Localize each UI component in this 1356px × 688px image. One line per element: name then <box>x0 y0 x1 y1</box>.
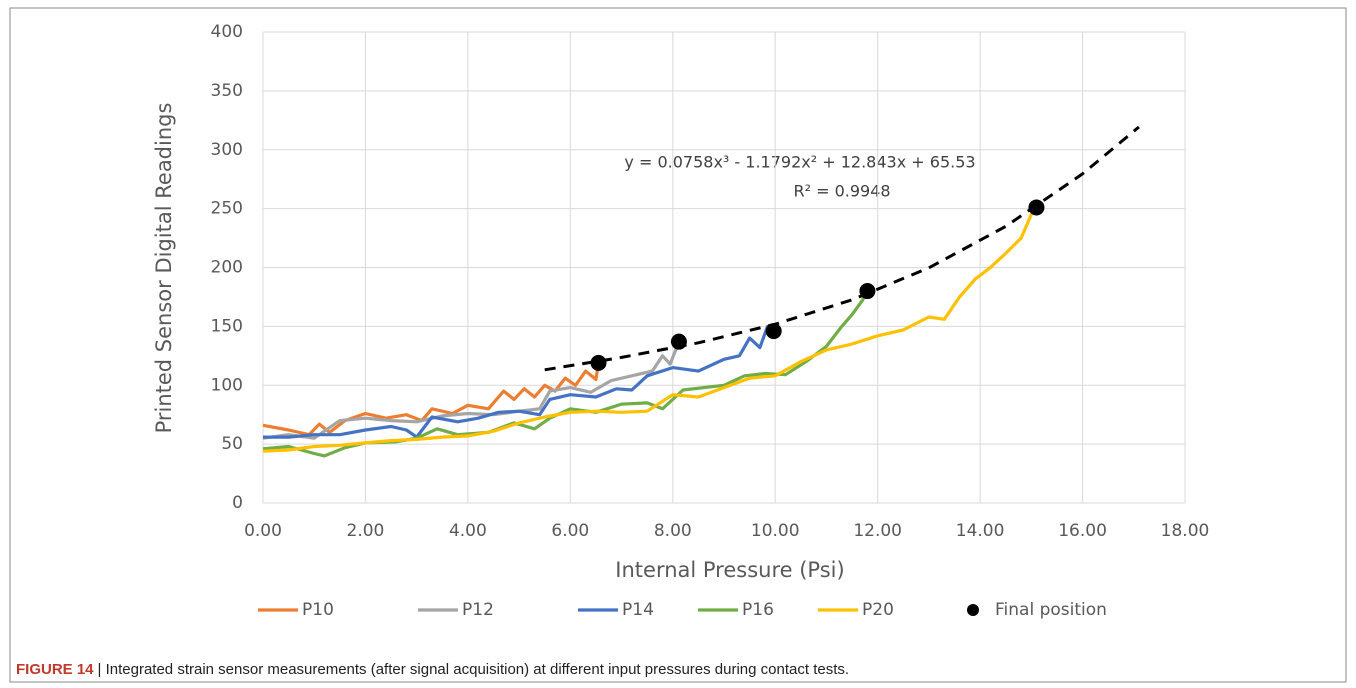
x-tick-label: 16.00 <box>1058 521 1107 541</box>
legend-label: P14 <box>622 600 654 620</box>
r-squared: R² = 0.9948 <box>793 182 890 201</box>
final-point <box>765 323 782 340</box>
caption-label: FIGURE 14 <box>16 661 94 678</box>
y-tick-label: 250 <box>211 199 243 219</box>
series-line <box>263 324 775 439</box>
x-tick-label: 8.00 <box>654 521 692 541</box>
series-line <box>262 206 1038 453</box>
series-line <box>262 362 601 437</box>
legend-label: P20 <box>862 600 894 620</box>
y-tick-label: 200 <box>211 258 243 278</box>
y-tick-label: 300 <box>211 140 243 160</box>
y-axis-label: Printed Sensor Digital Readings <box>152 103 176 434</box>
caption: FIGURE 14 | Integrated strain sensor meas… <box>16 661 849 678</box>
y-tick-label: 350 <box>211 81 243 101</box>
x-tick-label: 6.00 <box>551 521 589 541</box>
legend-label: P16 <box>742 600 774 620</box>
frame <box>9 7 1347 683</box>
y-tick-label: 100 <box>211 375 243 395</box>
final-point <box>1028 199 1045 216</box>
y-tick-label: 50 <box>221 434 243 454</box>
caption-text: | Integrated strain sensor measurements … <box>98 661 850 678</box>
x-tick-label: 4.00 <box>449 521 487 541</box>
trendline <box>544 125 1140 372</box>
legend-label: P10 <box>302 600 334 620</box>
legend-swatch <box>967 604 979 616</box>
equation: y = 0.0758x³ - 1.1792x² + 12.843x + 65.5… <box>624 153 975 172</box>
x-tick-label: 10.00 <box>751 521 800 541</box>
legend-label: Final position <box>995 600 1107 620</box>
x-tick-label: 12.00 <box>853 521 902 541</box>
x-axis-label: Internal Pressure (Psi) <box>615 558 844 582</box>
y-tick-label: 150 <box>211 316 243 336</box>
x-tick-label: 18.00 <box>1161 521 1210 541</box>
final-point <box>859 283 876 300</box>
final-point <box>670 333 687 350</box>
y-tick-label: 0 <box>232 493 243 513</box>
x-tick-label: 2.00 <box>347 521 385 541</box>
y-tick-label: 400 <box>211 22 243 42</box>
x-tick-label: 0.00 <box>244 521 282 541</box>
final-point <box>590 354 607 371</box>
legend-label: P12 <box>462 600 494 620</box>
x-tick-label: 14.00 <box>956 521 1005 541</box>
